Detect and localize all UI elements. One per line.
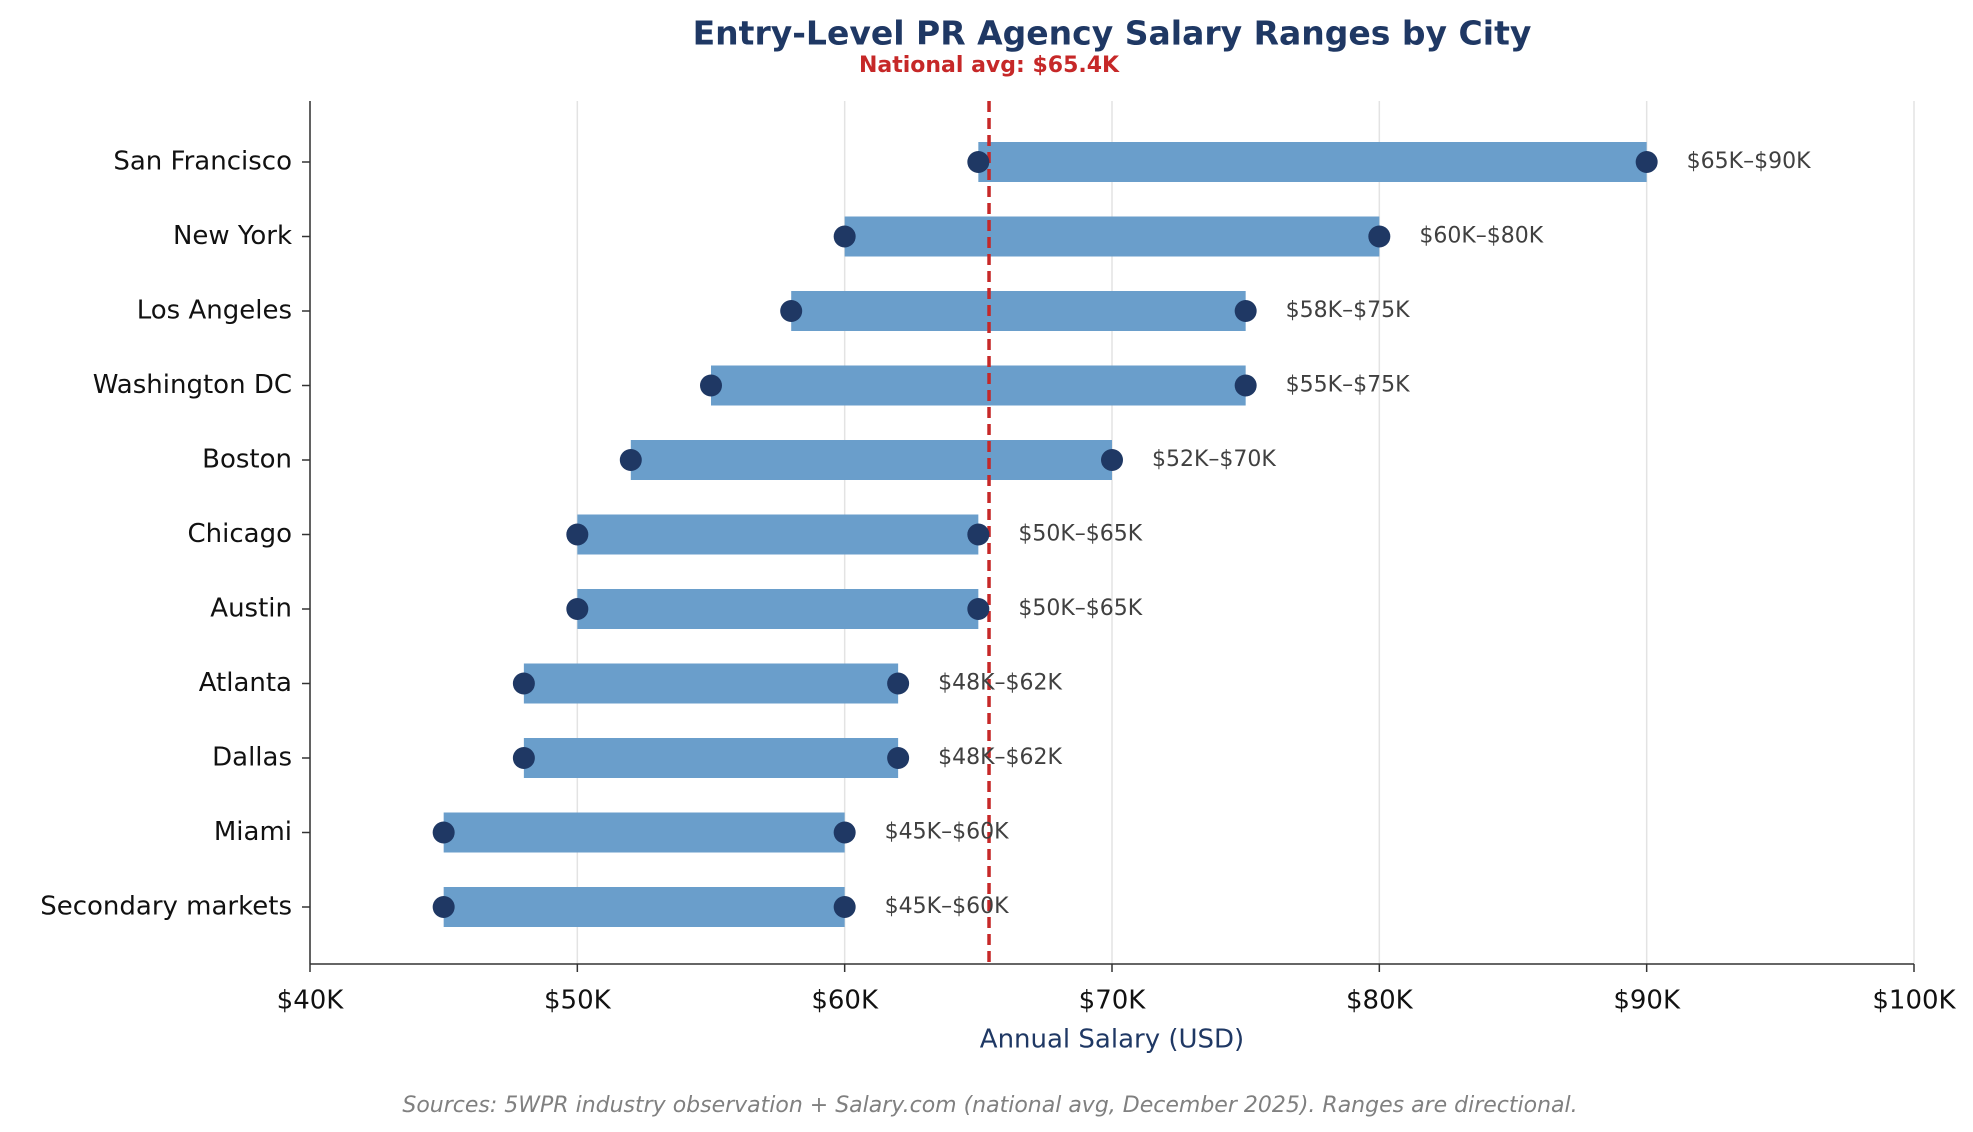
value-label: $58K–$75K <box>1286 298 1410 323</box>
value-label: $50K–$65K <box>1018 522 1142 547</box>
value-label: $45K–$60K <box>885 894 1009 919</box>
y-tick-label: Los Angeles <box>137 296 292 326</box>
range-bar <box>630 440 1112 480</box>
low-point <box>432 821 455 844</box>
x-tick-label: $60K <box>811 986 879 1016</box>
high-point <box>1234 374 1257 397</box>
high-point <box>887 747 910 769</box>
x-tick-label: $40K <box>277 986 345 1016</box>
low-point <box>512 747 535 769</box>
value-label: $65K–$90K <box>1687 149 1811 174</box>
value-label: $50K–$65K <box>1018 596 1142 621</box>
y-tick-label: Dallas <box>212 743 292 773</box>
y-tick-label: Chicago <box>188 519 293 549</box>
low-point <box>566 523 589 546</box>
range-bar <box>791 291 1246 331</box>
low-point <box>432 896 455 918</box>
range-bar <box>443 812 845 853</box>
y-tick-label: Washington DC <box>93 370 292 400</box>
reference-label: National avg: $65.4K <box>859 53 1120 78</box>
low-point <box>566 598 589 620</box>
chart-title: Entry-Level PR Agency Salary Ranges by C… <box>693 14 1532 53</box>
low-point <box>700 374 722 397</box>
value-label: $48K–$62K <box>938 671 1062 696</box>
y-tick-label: Austin <box>210 594 292 624</box>
high-point <box>1234 300 1257 322</box>
range-bar <box>577 514 979 555</box>
y-tick-label: Boston <box>202 445 292 475</box>
low-point <box>619 449 642 471</box>
range-bar <box>523 738 899 778</box>
y-tick-label: San Francisco <box>113 147 292 177</box>
x-tick-label: $100K <box>1872 986 1956 1016</box>
y-tick-label: Secondary markets <box>40 892 292 922</box>
range-bar <box>443 887 845 927</box>
x-axis-label: Annual Salary (USD) <box>980 1025 1244 1055</box>
x-tick-label: $70K <box>1079 986 1147 1016</box>
value-label: $45K–$60K <box>885 820 1009 845</box>
range-bar <box>577 589 979 629</box>
high-point <box>1368 225 1391 248</box>
range-bar <box>978 142 1647 182</box>
high-point <box>1101 449 1123 471</box>
value-label: $52K–$70K <box>1152 447 1276 472</box>
low-point <box>833 225 856 248</box>
value-label: $60K–$80K <box>1419 224 1543 249</box>
value-label: $48K–$62K <box>938 745 1062 770</box>
low-point <box>780 300 803 322</box>
high-point <box>887 672 910 695</box>
low-point <box>512 672 535 695</box>
value-label: $55K–$75K <box>1286 373 1410 398</box>
high-point <box>833 821 856 844</box>
range-bar <box>523 663 899 704</box>
low-point <box>967 151 990 173</box>
source-note: Sources: 5WPR industry observation + Sal… <box>402 1093 1577 1118</box>
y-tick-label: New York <box>173 221 292 251</box>
high-point <box>833 896 856 918</box>
x-tick-label: $90K <box>1613 986 1681 1016</box>
high-point <box>967 598 990 620</box>
x-tick-label: $50K <box>544 986 612 1016</box>
y-tick-label: Atlanta <box>199 668 292 698</box>
x-tick-label: $80K <box>1346 986 1414 1016</box>
range-bar <box>844 216 1380 257</box>
range-bar <box>711 365 1246 406</box>
y-tick-label: Miami <box>214 817 292 847</box>
high-point <box>1635 151 1658 173</box>
high-point <box>967 523 990 546</box>
